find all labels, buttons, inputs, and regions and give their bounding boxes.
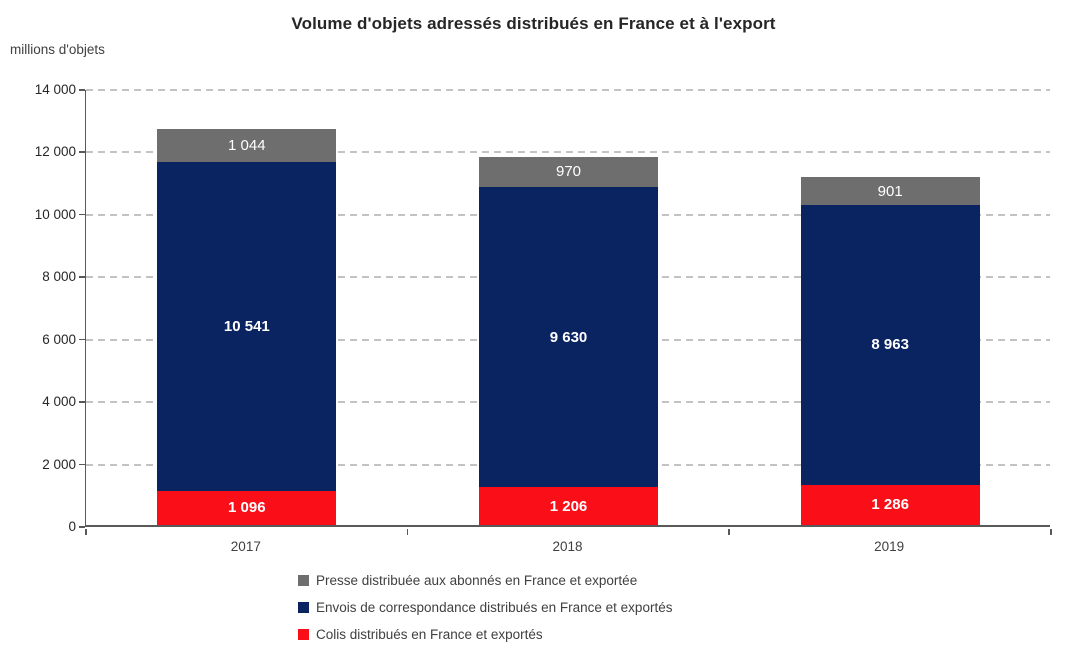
x-axis-tick-mark [406,529,409,535]
bar-segment-label: 1 044 [228,136,266,154]
y-axis-tick-mark [79,276,85,278]
y-axis-tick-label: 10 000 [34,206,76,222]
legend-swatch-colis [298,629,309,640]
bar-segment-label: 1 286 [871,496,909,514]
bar-segment-label: 1 206 [549,497,588,515]
gridline [86,89,1050,91]
gridline [86,151,1050,154]
bar-segment-label: 9 630 [549,328,588,346]
bar-segment-label: 10 541 [223,317,270,335]
legend: Presse distribuée aux abonnés en France … [298,567,672,648]
bar-segment-courrier-2017: 10 541 [157,161,337,491]
y-axis-tick-label: 12 000 [34,144,76,160]
y-axis-unit-label: millions d'objets [10,42,105,57]
y-axis-tick-mark [79,401,85,403]
bar-segment-presse-2019: 901 [800,176,980,206]
legend-label-colis: Colis distribués en France et exportés [316,627,543,642]
bar-segment-label: 970 [555,163,582,181]
y-axis-tick-mark [79,89,85,91]
bar-segment-label: 901 [877,182,903,200]
y-axis-tick-mark [79,213,85,216]
bar-segment-colis-2019: 1 286 [800,484,980,525]
x-axis-category-label: 2017 [230,539,261,554]
legend-item-colis: Colis distribués en France et exportés [298,621,672,648]
x-axis-category-label: 2018 [552,539,583,554]
y-axis-tick-mark [79,526,85,528]
bar-segment-label: 1 096 [228,499,266,517]
x-axis-category-label: 2019 [874,539,905,554]
y-axis-tick-label: 14 000 [34,82,76,97]
y-axis-tick-label: 0 [68,519,76,534]
legend-swatch-courrier [298,602,309,613]
legend-item-courrier: Envois de correspondance distribués en F… [298,594,672,621]
x-axis-tick-mark [85,529,87,535]
legend-label-presse: Presse distribuée aux abonnés en France … [316,573,638,588]
legend-swatch-presse [298,575,309,586]
bar-segment-presse-2018: 970 [479,156,658,187]
chart-title: Volume d'objets adressés distribués en F… [291,14,776,33]
bar-segment-label: 8 963 [871,336,909,354]
x-axis-tick-mark [728,529,730,535]
y-axis-tick-mark [79,338,85,341]
y-axis-tick-label: 6 000 [42,331,76,347]
bar-segment-presse-2017: 1 044 [157,129,337,162]
plot-area: 1 096 10 541 1 044 1 206 9 630 970 1 286 8 963 9… [85,89,1050,527]
bar-segment-colis-2018: 1 206 [479,487,658,525]
y-axis-tick-mark [79,463,85,466]
bar-segment-courrier-2019: 8 963 [800,205,980,485]
y-axis-tick-label: 8 000 [42,269,76,285]
legend-label-courrier: Envois de correspondance distribués en F… [316,600,673,615]
bar-segment-colis-2017: 1 096 [157,490,337,525]
x-axis-tick-mark [1050,529,1052,535]
y-axis-tick-label: 2 000 [42,456,76,472]
bar-segment-courrier-2018: 9 630 [479,186,658,488]
y-axis-tick-mark [79,151,85,153]
legend-item-presse: Presse distribuée aux abonnés en France … [298,567,672,594]
y-axis-tick-label: 4 000 [42,394,76,410]
